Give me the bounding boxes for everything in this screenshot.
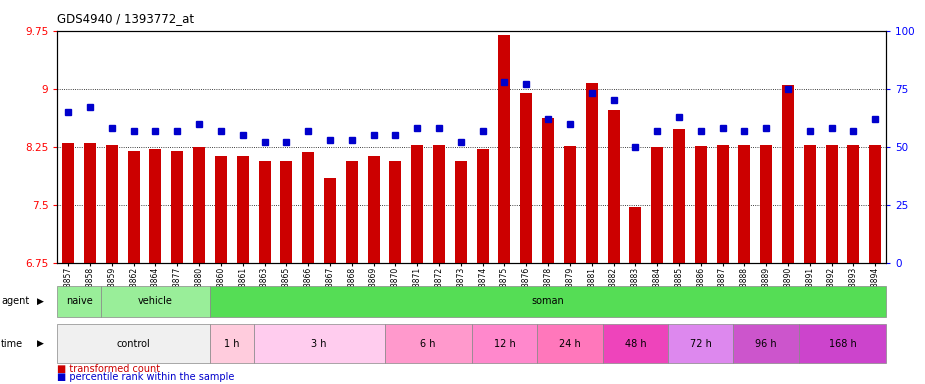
Bar bbox=[237, 156, 249, 263]
Text: agent: agent bbox=[1, 296, 30, 306]
Text: 96 h: 96 h bbox=[756, 339, 777, 349]
Bar bbox=[717, 145, 729, 263]
Bar bbox=[499, 35, 511, 263]
Text: ▶: ▶ bbox=[37, 339, 43, 348]
Bar bbox=[542, 118, 554, 263]
Bar bbox=[280, 161, 292, 263]
Bar bbox=[608, 111, 620, 263]
Bar bbox=[564, 146, 576, 263]
Text: 1 h: 1 h bbox=[224, 339, 240, 349]
Text: time: time bbox=[1, 339, 23, 349]
Bar bbox=[171, 151, 183, 263]
Text: 3 h: 3 h bbox=[312, 339, 327, 349]
Bar bbox=[253, 324, 385, 363]
Text: control: control bbox=[117, 339, 151, 349]
Bar bbox=[695, 146, 707, 263]
Text: ▶: ▶ bbox=[37, 297, 43, 306]
Text: 24 h: 24 h bbox=[559, 339, 581, 349]
Text: 48 h: 48 h bbox=[624, 339, 647, 349]
Bar bbox=[734, 324, 799, 363]
Bar bbox=[455, 161, 467, 263]
Bar bbox=[57, 286, 101, 317]
Bar bbox=[826, 144, 838, 263]
Bar bbox=[150, 149, 162, 263]
Bar bbox=[367, 156, 379, 263]
Bar bbox=[101, 286, 210, 317]
Bar bbox=[520, 93, 532, 263]
Bar bbox=[324, 178, 336, 263]
Bar bbox=[472, 324, 537, 363]
Bar bbox=[193, 147, 205, 263]
Text: vehicle: vehicle bbox=[138, 296, 173, 306]
Bar bbox=[84, 143, 96, 263]
Bar bbox=[799, 324, 886, 363]
Bar bbox=[760, 145, 772, 263]
Text: soman: soman bbox=[532, 296, 564, 306]
Bar bbox=[128, 151, 140, 263]
Bar bbox=[870, 144, 882, 263]
Bar bbox=[537, 324, 602, 363]
Text: 12 h: 12 h bbox=[494, 339, 515, 349]
Bar bbox=[389, 161, 401, 263]
Bar bbox=[346, 161, 358, 263]
Bar bbox=[302, 152, 315, 263]
Bar bbox=[738, 145, 750, 263]
Bar bbox=[586, 83, 598, 263]
Bar bbox=[668, 324, 734, 363]
Bar bbox=[651, 147, 663, 263]
Text: naive: naive bbox=[66, 296, 92, 306]
Text: 72 h: 72 h bbox=[690, 339, 711, 349]
Bar bbox=[629, 207, 641, 263]
Bar bbox=[259, 161, 270, 263]
Bar bbox=[476, 149, 488, 263]
Bar bbox=[105, 145, 117, 263]
Bar bbox=[57, 324, 210, 363]
Bar bbox=[847, 144, 859, 263]
Text: ■ percentile rank within the sample: ■ percentile rank within the sample bbox=[57, 372, 235, 382]
Bar bbox=[782, 85, 794, 263]
Bar bbox=[412, 144, 424, 263]
Bar bbox=[602, 324, 668, 363]
Text: ■ transformed count: ■ transformed count bbox=[57, 364, 160, 374]
Text: 168 h: 168 h bbox=[829, 339, 857, 349]
Text: GDS4940 / 1393772_at: GDS4940 / 1393772_at bbox=[57, 12, 194, 25]
Text: 6 h: 6 h bbox=[420, 339, 436, 349]
Bar bbox=[210, 286, 886, 317]
Bar bbox=[433, 144, 445, 263]
Bar bbox=[385, 324, 472, 363]
Bar bbox=[210, 324, 253, 363]
Bar bbox=[62, 143, 74, 263]
Bar bbox=[804, 145, 816, 263]
Bar bbox=[673, 129, 684, 263]
Bar bbox=[215, 156, 227, 263]
